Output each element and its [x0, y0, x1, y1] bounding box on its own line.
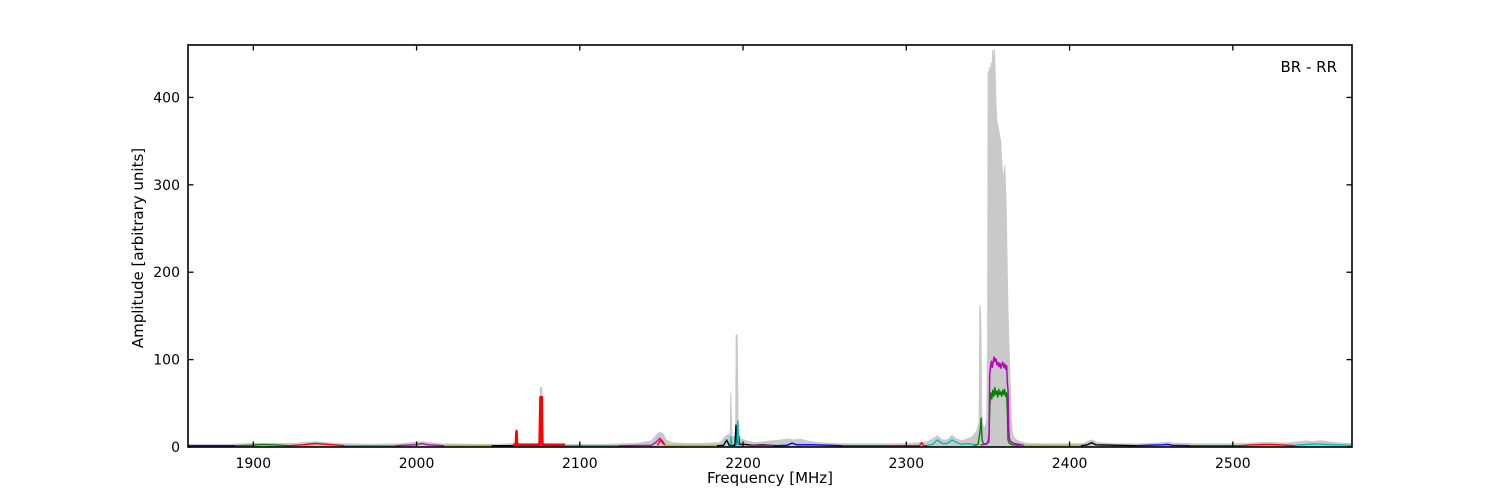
y-tick-label: 0: [171, 440, 180, 456]
y-tick-label: 200: [153, 265, 180, 281]
seg-magenta-2346-peak: [980, 356, 1025, 447]
x-tick-label: 2200: [725, 456, 761, 472]
y-tick-label: 400: [153, 90, 180, 106]
seg-blue-2442: [1136, 443, 1191, 447]
plot-annotation-br-rr: BR - RR: [1280, 58, 1337, 76]
x-tick-label: 2400: [1052, 456, 1088, 472]
x-tick-label: 2000: [399, 456, 435, 472]
seg-magenta-2124: [618, 437, 666, 447]
seg-green-1890: [235, 443, 290, 447]
y-axis-label: Amplitude [arbitrary units]: [129, 147, 147, 349]
seg-red-1923: [289, 442, 345, 447]
x-tick-label: 1900: [235, 456, 271, 472]
max-hold-envelope: [187, 49, 1353, 448]
x-axis-label: Frequency [MHz]: [706, 469, 834, 487]
x-tick-label: 2500: [1215, 456, 1251, 472]
seg-red-2505: [1239, 443, 1295, 447]
axes-frame: [187, 44, 1353, 448]
x-tick-label: 2100: [562, 456, 598, 472]
seg-black-2408: [1080, 441, 1137, 447]
x-tick-label: 2300: [888, 456, 924, 472]
y-tick-label: 300: [153, 178, 180, 194]
seg-cyan-2314-bumps: [927, 439, 974, 446]
seg-magenta-1988: [395, 442, 445, 447]
seg-green-2342-peak: [973, 386, 1021, 446]
seg-red-2149-bump: [656, 439, 666, 446]
seg-red-2288: [885, 441, 928, 447]
seg-cyan-2539: [1294, 443, 1353, 446]
seg-red-2060-spikes: [512, 395, 566, 447]
seg-blue-2221: [775, 442, 843, 447]
seg-cyan-2196-spike: [736, 420, 740, 446]
seg-cyan-2193-spike: [729, 435, 733, 446]
y-tick-label: 100: [153, 353, 180, 369]
